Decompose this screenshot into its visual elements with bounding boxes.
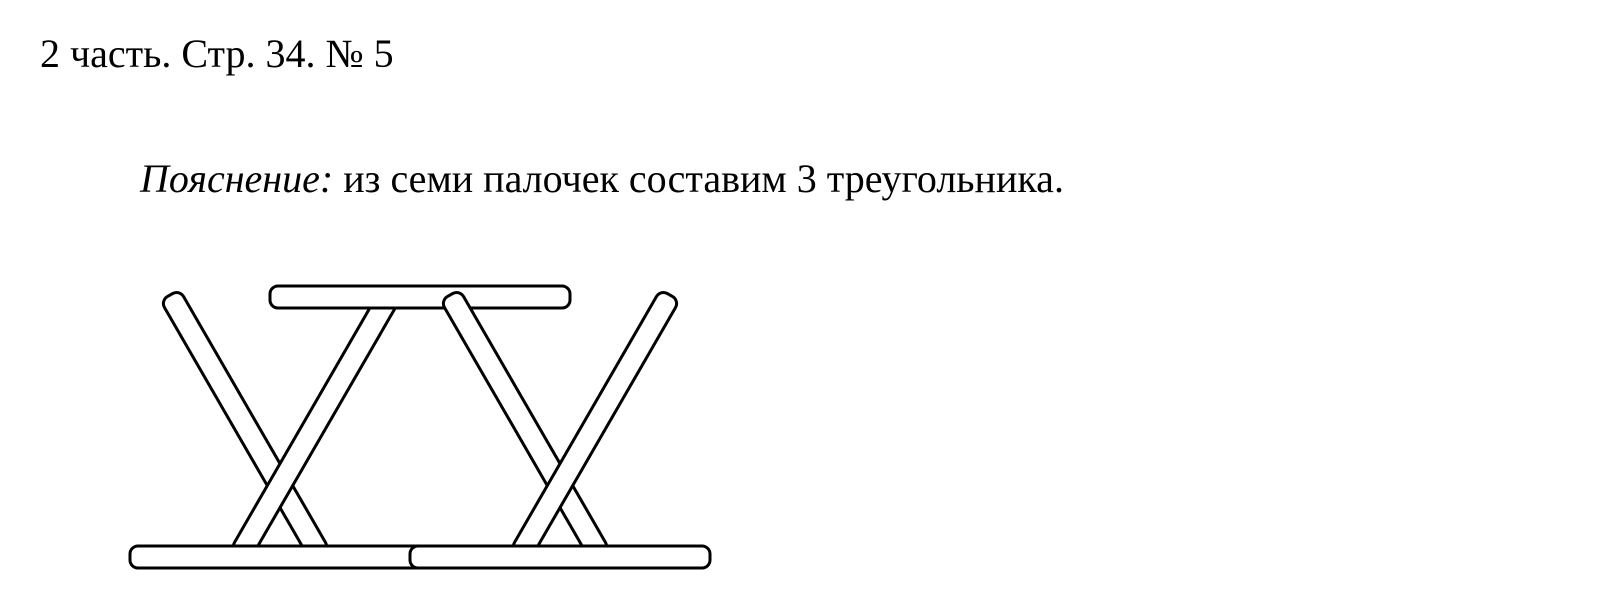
stick-bottom-left xyxy=(130,546,430,568)
explanation-text: из семи палочек составим 3 треугольника. xyxy=(343,156,1064,201)
stick-top-center xyxy=(270,286,570,308)
stick-shape xyxy=(410,546,710,568)
number-label: № 5 xyxy=(325,31,393,76)
stick-shape xyxy=(130,546,430,568)
page-root: 2 часть. Стр. 34. № 5 Пояснение: из семи… xyxy=(0,0,1611,605)
header-line: 2 часть. Стр. 34. № 5 xyxy=(40,30,394,78)
stick-shape xyxy=(270,286,570,308)
explanation-line: Пояснение: из семи палочек составим 3 тр… xyxy=(140,155,1064,203)
explanation-label: Пояснение: xyxy=(140,156,333,201)
matchstick-diagram xyxy=(70,235,750,585)
stick-bottom-right xyxy=(410,546,710,568)
part-prefix: 2 часть. xyxy=(40,31,171,76)
page-label: Стр. 34. xyxy=(181,31,315,76)
matchstick-svg xyxy=(70,235,750,585)
